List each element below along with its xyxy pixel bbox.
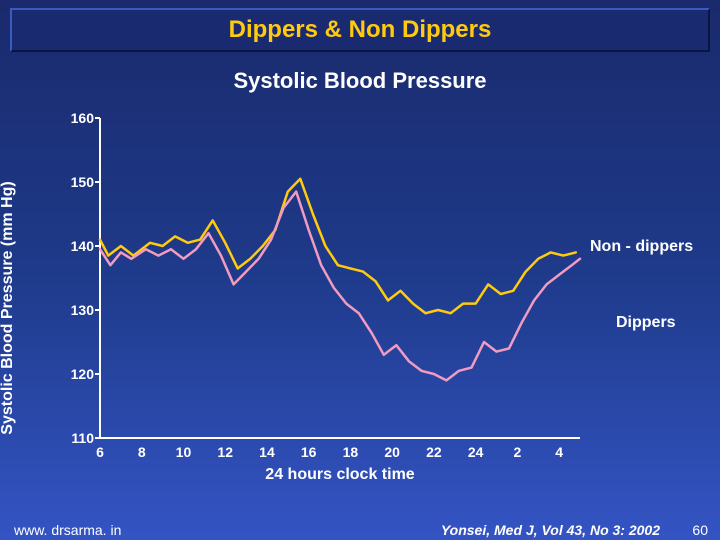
y-tick-label: 150 <box>60 174 94 190</box>
x-tick-label: 20 <box>384 444 400 460</box>
title-bar: Dippers & Non Dippers <box>10 8 710 52</box>
slide-number: 60 <box>692 522 708 538</box>
y-tick-label: 160 <box>60 110 94 126</box>
line-chart-svg <box>100 118 580 438</box>
x-tick-label: 22 <box>426 444 442 460</box>
x-axis-label: 24 hours clock time <box>265 466 414 484</box>
x-tick-label: 14 <box>259 444 275 460</box>
plot-region: Non - dippers Dippers 110120130140150160… <box>100 118 580 438</box>
x-tick-label: 24 <box>468 444 484 460</box>
y-tick-label: 110 <box>60 430 94 446</box>
y-tick-label: 130 <box>60 302 94 318</box>
x-tick-label: 10 <box>176 444 192 460</box>
x-tick-label: 2 <box>513 444 521 460</box>
x-tick-label: 4 <box>555 444 563 460</box>
y-tick-label: 140 <box>60 238 94 254</box>
chart-title: Systolic Blood Pressure <box>0 68 720 94</box>
legend-non-dippers: Non - dippers <box>590 238 693 256</box>
y-tick-label: 120 <box>60 366 94 382</box>
x-tick-label: 6 <box>96 444 104 460</box>
y-axis-label: Systolic Blood Pressure (mm Hg) <box>0 181 17 434</box>
footer-url: www. drsarma. in <box>14 522 121 538</box>
x-tick-label: 12 <box>217 444 233 460</box>
chart-area: Systolic Blood Pressure (mm Hg) Non - di… <box>60 118 680 498</box>
x-tick-label: 16 <box>301 444 317 460</box>
slide-title: Dippers & Non Dippers <box>229 16 492 44</box>
x-tick-label: 18 <box>343 444 359 460</box>
footer-citation: Yonsei, Med J, Vol 43, No 3: 2002 <box>441 522 660 538</box>
x-tick-label: 8 <box>138 444 146 460</box>
legend-dippers: Dippers <box>616 314 676 332</box>
